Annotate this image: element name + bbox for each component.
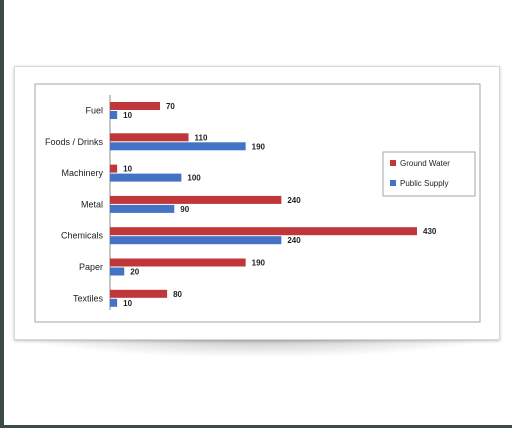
- bar-public-supply-textiles: [110, 298, 118, 307]
- category-label-fuel: Fuel: [85, 106, 103, 116]
- legend-box: [382, 151, 476, 197]
- bar-ground-water-foods-drinks: [110, 133, 189, 142]
- value-label-public-supply-metal: 90: [180, 205, 189, 214]
- bar-ground-water-paper: [110, 258, 246, 267]
- bar-ground-water-fuel: [110, 102, 160, 110]
- value-label-ground-water-textiles: 80: [173, 290, 182, 299]
- value-label-ground-water-fuel: 70: [166, 102, 175, 111]
- value-label-public-supply-paper: 20: [130, 268, 139, 277]
- bar-ground-water-machinery: [110, 164, 118, 173]
- bar-public-supply-machinery: [110, 173, 182, 182]
- value-labels: 70 10 110 190 10 100 240 90 430 240 190 20 80 10: [123, 102, 437, 308]
- category-label-paper: Paper: [79, 262, 103, 272]
- legend-swatch-ground-water: [390, 160, 396, 166]
- bar-public-supply-chemicals: [110, 236, 282, 245]
- bar-public-supply-fuel: [110, 111, 118, 119]
- category-label-textiles: Textiles: [73, 293, 104, 303]
- bar-public-supply-metal: [110, 204, 175, 213]
- category-label-metal: Metal: [81, 199, 103, 209]
- value-label-ground-water-chemicals: 430: [423, 227, 437, 236]
- bar-public-supply-paper: [110, 267, 125, 276]
- legend-swatch-public-supply: [390, 180, 396, 186]
- value-label-public-supply-textiles: 10: [123, 299, 132, 308]
- value-label-ground-water-machinery: 10: [123, 165, 132, 174]
- value-label-ground-water-paper: 190: [252, 259, 266, 268]
- category-label-machinery: Machinery: [61, 168, 103, 178]
- legend: Ground Water Public Supply: [390, 159, 450, 188]
- bar-ground-water-chemicals: [110, 227, 417, 236]
- bars: [110, 102, 417, 307]
- category-labels: Fuel Foods / Drinks Machinery Metal Chemical…: [45, 106, 104, 304]
- bar-public-supply-foods-drinks: [110, 142, 246, 151]
- value-label-ground-water-foods-drinks: 110: [195, 133, 208, 142]
- bar-ground-water-metal: [110, 195, 282, 204]
- window-left-edge: [0, 0, 4, 428]
- bar-ground-water-textiles: [110, 289, 168, 298]
- value-label-public-supply-foods-drinks: 190: [252, 142, 266, 151]
- value-label-ground-water-metal: 240: [287, 196, 301, 205]
- legend-label-public-supply: Public Supply: [400, 179, 448, 188]
- value-label-public-supply-chemicals: 240: [287, 236, 301, 245]
- legend-label-ground-water: Ground Water: [400, 159, 450, 168]
- value-label-public-supply-fuel: 10: [123, 111, 132, 120]
- window-bottom-edge: [0, 425, 512, 428]
- value-label-public-supply-machinery: 100: [187, 174, 201, 183]
- category-label-foods-drinks: Foods / Drinks: [45, 137, 104, 147]
- category-label-chemicals: Chemicals: [61, 231, 104, 241]
